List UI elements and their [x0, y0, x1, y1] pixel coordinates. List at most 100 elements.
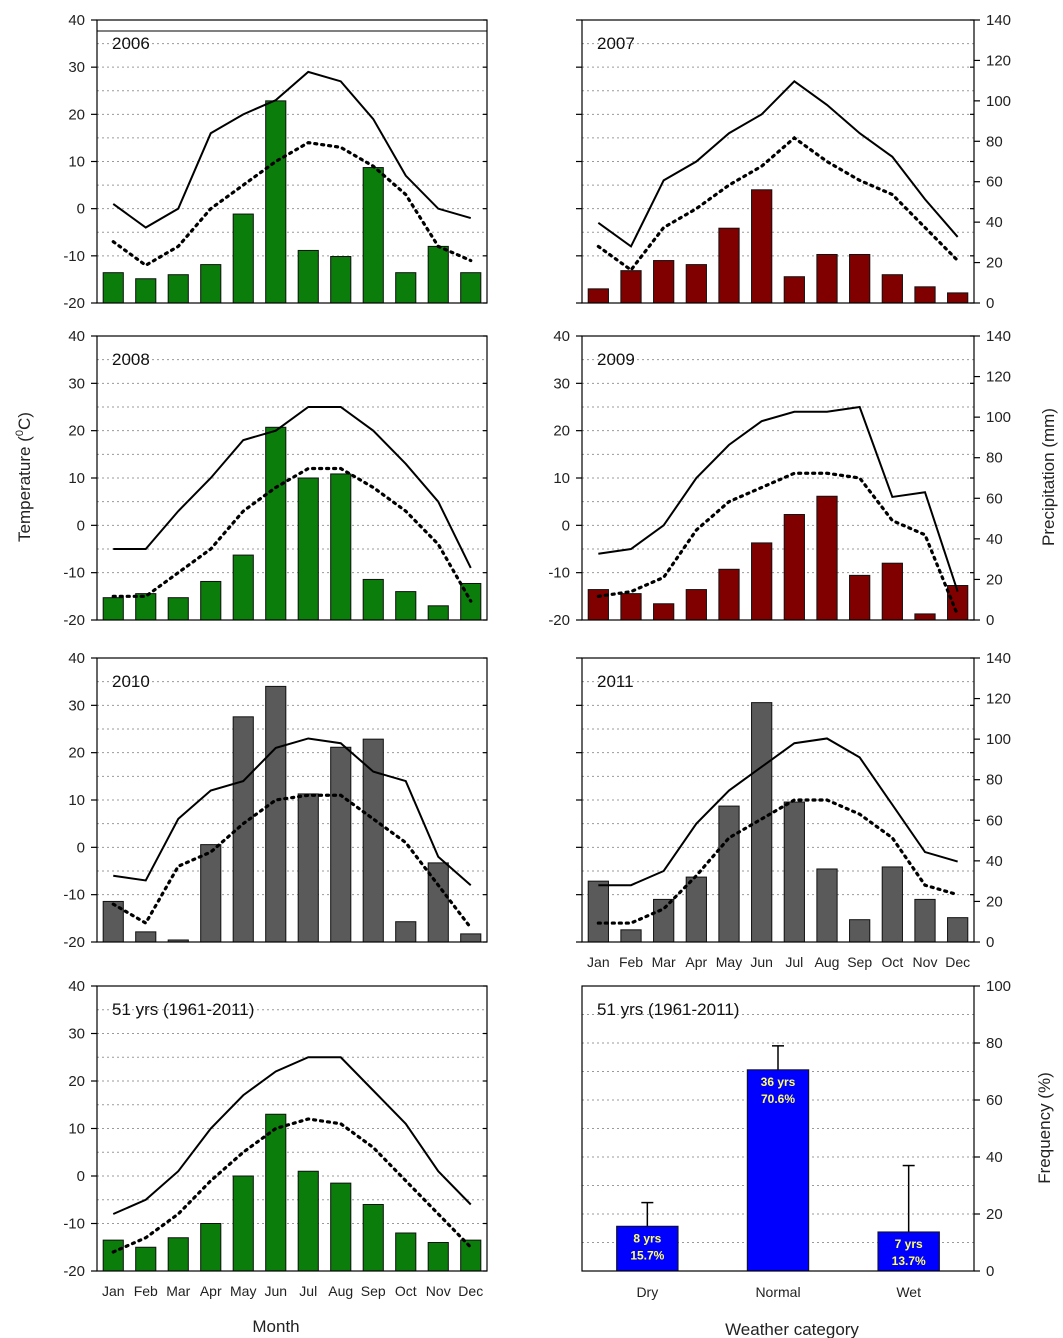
- temperature-tick-label: 0: [77, 839, 85, 856]
- precipitation-bar-nov: [914, 898, 936, 943]
- temperature-tick-label: 0: [77, 201, 85, 218]
- temperature-tick-label: 0: [562, 517, 570, 534]
- precipitation-tick-label: 60: [986, 490, 1003, 507]
- month-label-sep: Sep: [847, 954, 872, 970]
- frequency-tick-label: 60: [986, 1092, 1003, 1109]
- precipitation-bar-jul: [297, 793, 319, 943]
- precipitation-bar-apr: [685, 264, 707, 304]
- precipitation-bar-may: [232, 716, 254, 943]
- temperature-tick-label: 10: [68, 1121, 85, 1138]
- month-label-oct: Oct: [881, 954, 903, 970]
- temperature-tick-label: -20: [63, 1263, 85, 1280]
- precipitation-bar-oct: [881, 866, 903, 943]
- temperature-tick-label: 30: [68, 697, 85, 714]
- precipitation-tick-label: 0: [986, 612, 994, 629]
- panel-title: 2006: [112, 34, 150, 53]
- temperature-bar-oct: [395, 1232, 417, 1272]
- chart-panel-1: -20 -10 0 10 20 30 40 2006: [63, 12, 488, 312]
- chart-panel-6: 0 20 40 60 80 100 120 140 Jan Feb Mar Apr May Jun Jul A…: [576, 650, 1011, 970]
- precipitation-bar-aug: [816, 253, 838, 304]
- precipitation-bar-jan: [102, 272, 124, 304]
- min-temperature-line: [111, 793, 473, 930]
- month-label-apr: Apr: [200, 1283, 222, 1299]
- temperature-tick-label: -10: [548, 565, 570, 582]
- max-temperature-line: [112, 70, 472, 229]
- temperature-tick-label: -20: [548, 612, 570, 629]
- precipitation-tick-label: 100: [986, 93, 1011, 110]
- min-temperature-line: [596, 798, 960, 925]
- precipitation-bar-mar: [653, 603, 675, 621]
- bar-label-percent: 70.6%: [761, 1092, 795, 1106]
- precipitation-bar-oct: [881, 562, 903, 621]
- precipitation-bar-jun: [265, 100, 287, 304]
- temperature-tick-label: 10: [68, 792, 85, 809]
- precipitation-bar-apr: [200, 844, 222, 943]
- precipitation-tick-label: 40: [986, 853, 1003, 870]
- temperature-bar-jul: [297, 1170, 319, 1272]
- precipitation-bar-oct: [881, 274, 903, 304]
- precipitation-bar-nov: [427, 605, 449, 621]
- panel-title: 2007: [597, 34, 635, 53]
- precipitation-bar-nov: [914, 286, 936, 304]
- precipitation-bar-jul: [297, 477, 319, 621]
- month-label-jul: Jul: [299, 1283, 317, 1299]
- precipitation-tick-label: 120: [986, 369, 1011, 386]
- month-label-jun: Jun: [264, 1283, 287, 1299]
- min-temperature-line: [111, 466, 473, 603]
- month-label-mar: Mar: [166, 1283, 190, 1299]
- temperature-tick-label: 20: [68, 106, 85, 123]
- precipitation-bar-mar: [653, 260, 675, 304]
- precipitation-bar-apr: [685, 589, 707, 621]
- frequency-tick-label: 0: [986, 1263, 994, 1280]
- temperature-tick-label: 30: [68, 59, 85, 76]
- precipitation-tick-label: 140: [986, 650, 1011, 667]
- max-temperature-line: [597, 80, 959, 248]
- precipitation-bar-oct: [395, 272, 417, 304]
- bar-label-years: 8 yrs: [633, 1231, 661, 1245]
- month-label-may: May: [716, 954, 742, 970]
- precipitation-bar-mar: [167, 274, 189, 304]
- panel-title: 2010: [112, 672, 150, 691]
- chart-panel-8: 8 yrs 15.7% Dry 36 yrs 70.6% Normal 7 yrs 13.7%…: [581, 978, 1011, 1300]
- temperature-axis-title: Temperature (0C): [14, 412, 34, 542]
- precipitation-bar-feb: [135, 278, 157, 304]
- precipitation-bar-jan: [587, 880, 609, 943]
- temperature-bar-sep: [362, 1204, 384, 1272]
- precipitation-bar-may: [718, 805, 740, 943]
- bar-label-percent: 15.7%: [630, 1248, 664, 1262]
- precipitation-bar-oct: [395, 591, 417, 621]
- month-label-jan: Jan: [102, 1283, 125, 1299]
- precipitation-tick-label: 20: [986, 255, 1003, 272]
- precipitation-bar-jul: [783, 276, 805, 304]
- min-temperature-line: [111, 140, 473, 268]
- month-label-mar: Mar: [652, 954, 676, 970]
- precipitation-bar-feb: [135, 593, 157, 621]
- weather-category-axis-title: Weather category: [725, 1320, 859, 1338]
- month-label-oct: Oct: [395, 1283, 417, 1299]
- panel-title: 51 yrs (1961-2011): [112, 1000, 254, 1019]
- chart-panel-7: -20 -10 0 10 20 30 40 Jan Feb Mar Apr May Jun Jul Aug S…: [63, 978, 488, 1299]
- max-temperature-line: [113, 406, 472, 569]
- precipitation-tick-label: 20: [986, 571, 1003, 588]
- precipitation-tick-label: 0: [986, 295, 994, 312]
- temperature-tick-label: 40: [68, 650, 85, 667]
- bar-label-percent: 13.7%: [892, 1254, 926, 1268]
- min-temperature-line: [111, 1117, 473, 1254]
- frequency-tick-label: 100: [986, 978, 1011, 995]
- precipitation-bar-jun: [751, 189, 773, 304]
- category-label-normal: Normal: [755, 1284, 800, 1300]
- precipitation-bar-dec: [460, 272, 482, 304]
- month-label-aug: Aug: [815, 954, 840, 970]
- temperature-tick-label: 30: [68, 1026, 85, 1043]
- temperature-tick-label: -20: [63, 295, 85, 312]
- bar-label-years: 36 yrs: [761, 1075, 796, 1089]
- chart-panel-5: -20 -10 0 10 20 30 40 2010: [63, 650, 488, 951]
- temperature-tick-label: 0: [77, 517, 85, 534]
- precipitation-bar-dec: [947, 292, 969, 304]
- precipitation-bar-feb: [620, 593, 642, 621]
- temperature-tick-label: 30: [553, 375, 570, 392]
- temperature-bar-nov: [427, 1242, 449, 1272]
- precipitation-tick-label: 100: [986, 409, 1011, 426]
- precipitation-bar-apr: [685, 876, 707, 943]
- temperature-tick-label: -10: [63, 887, 85, 904]
